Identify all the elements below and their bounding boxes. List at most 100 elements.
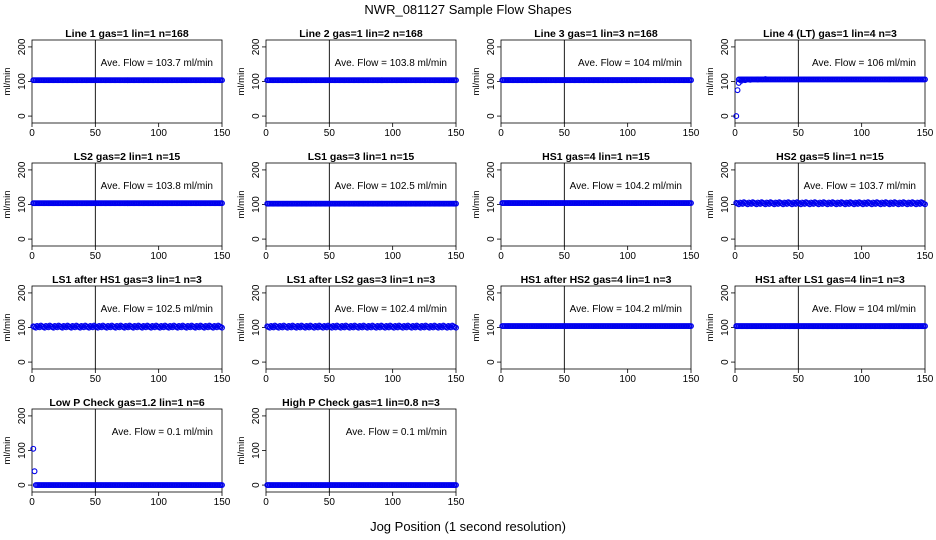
data-point [453, 324, 459, 331]
y-tick-label: 100 [251, 196, 262, 213]
data-point [688, 323, 694, 329]
x-tick-label: 0 [263, 128, 269, 139]
panel-title: HS2 gas=5 lin=1 n=15 [776, 151, 884, 163]
y-tick-label: 0 [251, 113, 262, 119]
x-tick-label: 50 [90, 251, 102, 262]
flow-panel: HS1 after HS2 gas=4 lin=1 n=3 0 50 100 150 0 1… [471, 274, 700, 385]
x-tick-label: 150 [448, 374, 465, 385]
x-tick-label: 150 [448, 251, 465, 262]
outlier-point [30, 445, 37, 452]
x-tick-label: 100 [619, 374, 636, 385]
ave-flow-annotation: Ave. Flow = 104.2 ml/min [570, 304, 682, 315]
data-point [922, 201, 928, 208]
y-axis-label: ml/min [471, 191, 482, 219]
ave-flow-annotation: Ave. Flow = 0.1 ml/min [346, 427, 447, 438]
x-tick-label: 0 [29, 128, 35, 139]
flow-panel: Line 2 gas=1 lin=2 n=168 0 50 100 150 0 100 200… [236, 28, 465, 139]
ave-flow-annotation: Ave. Flow = 103.7 ml/min [101, 58, 213, 69]
x-tick-label: 0 [263, 251, 269, 262]
x-tick-label: 100 [619, 251, 636, 262]
y-tick-label: 200 [486, 284, 497, 301]
ave-flow-annotation: Ave. Flow = 106 ml/min [812, 58, 916, 69]
x-tick-label: 50 [324, 128, 336, 139]
outlier-point [733, 113, 740, 120]
x-tick-label: 100 [150, 374, 167, 385]
y-axis-label: ml/min [236, 437, 247, 465]
ave-flow-annotation: Ave. Flow = 103.7 ml/min [804, 181, 916, 192]
plot-frame [265, 408, 457, 493]
y-tick-label: 200 [17, 284, 28, 301]
x-tick-label: 100 [150, 497, 167, 508]
y-tick-label: 200 [17, 38, 28, 55]
outlier-point [747, 76, 754, 83]
x-tick-label: 0 [732, 251, 738, 262]
data-point [453, 200, 459, 207]
y-tick-label: 100 [486, 73, 497, 90]
data-point [688, 77, 694, 84]
panel-title: Line 2 gas=1 lin=2 n=168 [299, 28, 423, 40]
panel-title: Line 3 gas=1 lin=3 n=168 [534, 28, 658, 40]
y-axis-label: ml/min [2, 191, 13, 219]
x-tick-label: 0 [263, 497, 269, 508]
data-point [219, 77, 225, 84]
flow-panel: LS1 after LS2 gas=3 lin=1 n=3 0 50 100 150 0 1… [236, 274, 465, 385]
flow-panel: LS1 gas=3 lin=1 n=15 0 50 100 150 0 100 200 ml/m… [236, 151, 465, 262]
y-axis-label: ml/min [471, 314, 482, 342]
y-tick-label: 200 [251, 284, 262, 301]
y-tick-label: 0 [486, 359, 497, 365]
ave-flow-annotation: Ave. Flow = 104 ml/min [812, 304, 916, 315]
x-tick-label: 50 [90, 374, 102, 385]
x-tick-label: 0 [732, 128, 738, 139]
panel-grid: Line 1 gas=1 lin=1 n=168 0 50 100 150 0 100 200… [2, 28, 934, 508]
x-tick-label: 50 [324, 251, 336, 262]
panel-title: HS1 gas=4 lin=1 n=15 [542, 151, 650, 163]
data-point [219, 482, 225, 488]
x-tick-label: 0 [29, 374, 35, 385]
panel-title: Low P Check gas=1.2 lin=1 n=6 [49, 397, 204, 409]
plot-frame [31, 408, 223, 493]
x-tick-label: 100 [384, 497, 401, 508]
data-point [922, 76, 928, 83]
y-tick-label: 0 [486, 113, 497, 119]
y-tick-label: 200 [251, 161, 262, 178]
y-tick-label: 0 [251, 359, 262, 365]
point-series [30, 322, 225, 331]
y-tick-label: 0 [17, 359, 28, 365]
y-tick-label: 0 [17, 482, 28, 488]
data-point [219, 200, 225, 207]
y-tick-label: 200 [17, 407, 28, 424]
panel-title: Line 4 (LT) gas=1 lin=4 n=3 [763, 28, 897, 40]
y-axis-label: ml/min [2, 437, 13, 465]
x-tick-label: 0 [263, 374, 269, 385]
y-tick-label: 200 [251, 38, 262, 55]
x-tick-label: 100 [384, 128, 401, 139]
x-tick-label: 150 [214, 497, 231, 508]
y-tick-label: 0 [720, 113, 731, 119]
y-tick-label: 100 [251, 319, 262, 336]
y-axis-label: ml/min [236, 68, 247, 96]
x-tick-label: 50 [793, 128, 805, 139]
y-tick-label: 200 [720, 161, 731, 178]
x-tick-label: 50 [559, 251, 571, 262]
flow-panel: LS2 gas=2 lin=1 n=15 0 50 100 150 0 100 200 ml/m… [2, 151, 231, 262]
point-series [733, 323, 928, 330]
figure-xlabel: Jog Position (1 second resolution) [370, 519, 566, 534]
point-series [30, 77, 225, 84]
x-tick-label: 150 [214, 251, 231, 262]
y-tick-label: 100 [486, 196, 497, 213]
flow-panel: HS1 after LS1 gas=4 lin=1 n=3 0 50 100 150 0 1… [705, 274, 934, 385]
data-point [688, 200, 694, 207]
flow-panel: HS1 gas=4 lin=1 n=15 0 50 100 150 0 100 200 ml/m… [471, 151, 700, 262]
x-tick-label: 0 [29, 251, 35, 262]
x-tick-label: 50 [559, 374, 571, 385]
ave-flow-annotation: Ave. Flow = 102.5 ml/min [335, 181, 447, 192]
x-tick-label: 0 [29, 497, 35, 508]
y-tick-label: 200 [17, 161, 28, 178]
y-tick-label: 100 [17, 319, 28, 336]
panel-title: HS1 after LS1 gas=4 lin=1 n=3 [755, 274, 905, 286]
flow-panel: HS2 gas=5 lin=1 n=15 0 50 100 150 0 100 200 ml/m… [705, 151, 934, 262]
x-tick-label: 100 [150, 251, 167, 262]
flow-panel: Line 4 (LT) gas=1 lin=4 n=3 0 50 100 150 0 100… [705, 28, 934, 139]
y-axis-label: ml/min [705, 191, 716, 219]
x-tick-label: 150 [214, 128, 231, 139]
